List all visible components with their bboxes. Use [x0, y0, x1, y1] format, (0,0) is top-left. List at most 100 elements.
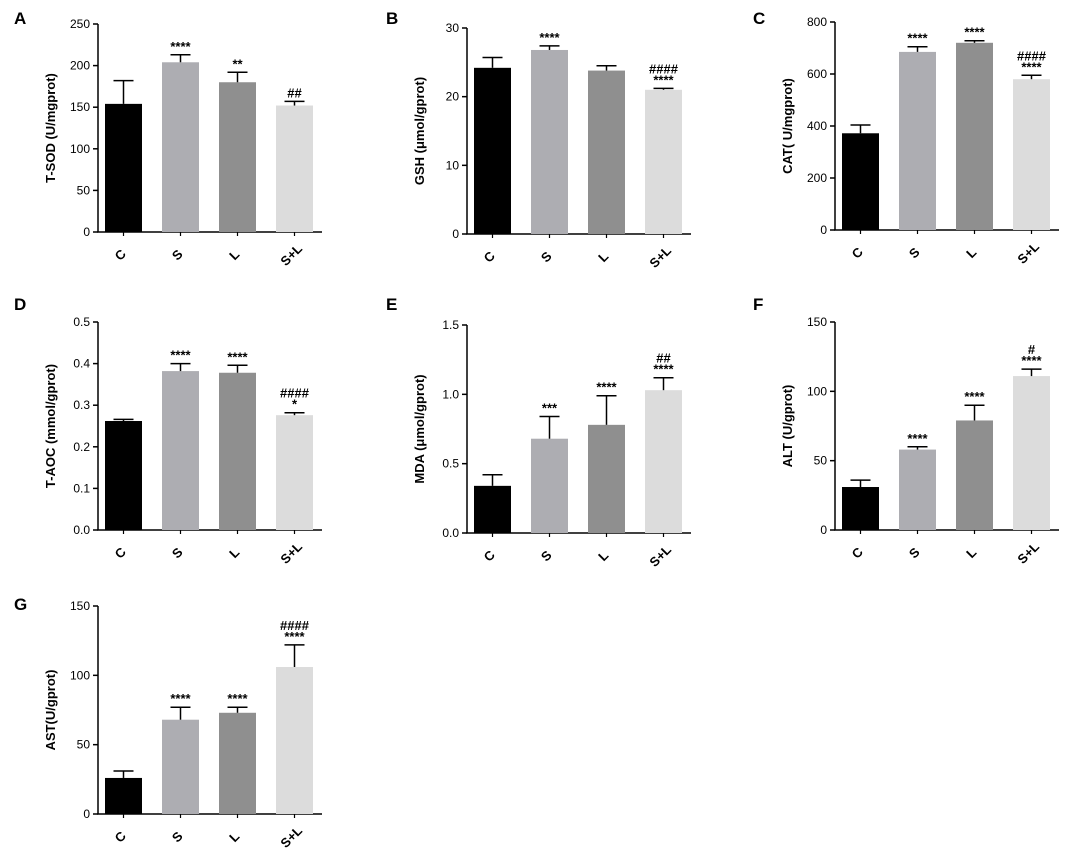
panel-b-bar-l — [588, 70, 625, 234]
panel-g-bar-s — [162, 719, 199, 814]
panel-f-annotation-s-plus-l: **** — [1021, 353, 1042, 368]
panel-b-ytick-label: 20 — [446, 90, 460, 104]
panel-a-ytick-label: 100 — [70, 142, 90, 156]
panel-e-y-axis-title: MDA (μmol/gprot) — [412, 374, 427, 483]
panel-c-ytick-label: 800 — [807, 15, 827, 29]
panel-b-ytick-label: 0 — [452, 227, 459, 241]
panel-c-ytick-label: 400 — [807, 119, 827, 133]
panel-a-category-label-l: L — [226, 247, 242, 263]
panel-g-ytick-label: 0 — [83, 807, 90, 821]
panel-f-category-label-l: L — [963, 545, 979, 561]
panel-a-ytick-label: 200 — [70, 59, 90, 73]
panel-f-annotation-s: **** — [907, 431, 928, 446]
panel-g-ytick-label: 150 — [70, 599, 90, 613]
panel-g-bar-s-plus-l — [276, 667, 313, 814]
panel-e-bar-c — [474, 485, 511, 533]
panel-d-bar-c — [105, 421, 142, 530]
panel-e-category-label-l: L — [595, 548, 611, 564]
panel-g-category-label-s-plus-l: S+L — [277, 823, 305, 851]
panel-c-category-label-s: S — [906, 244, 923, 261]
panel-g-annotation-l: **** — [227, 691, 248, 706]
panel-f-bar-s — [899, 449, 936, 530]
panel-d-y-axis-title: T-AOC (mmol/gprot) — [43, 364, 58, 488]
panel-d-category-label-s: S — [169, 544, 186, 561]
panel-b-ytick-label: 30 — [446, 21, 460, 35]
panel-e-letter: E — [386, 295, 397, 314]
panel-d-ytick-label: 0.0 — [73, 523, 90, 537]
panel-d-ytick-label: 0.3 — [73, 398, 90, 412]
panel-f-category-label-s: S — [906, 544, 923, 561]
panel-b-category-label-c: C — [481, 248, 499, 266]
panel-b-ytick-label: 10 — [446, 158, 460, 172]
panel-a-annotation-s-plus-l: ## — [287, 85, 302, 100]
panel-c-bar-s-plus-l — [1013, 79, 1050, 230]
panel-c-category-label-c: C — [849, 244, 867, 262]
panel-d-annotation-s: **** — [170, 348, 191, 363]
panel-f-bar-l — [956, 420, 993, 530]
panel-b-category-label-s-plus-l: S+L — [646, 243, 674, 271]
panel-b-category-label-l: L — [595, 249, 611, 265]
panel-g-annotation-s: **** — [170, 691, 191, 706]
panel-e-ytick-label: 0.0 — [442, 526, 459, 540]
panel-b-bar-c — [474, 67, 511, 235]
panel-g-category-label-c: C — [112, 828, 130, 846]
panel-d-bar-s-plus-l — [276, 415, 313, 530]
panel-c-category-label-l: L — [963, 245, 979, 261]
panel-e-bar-s-plus-l — [645, 390, 682, 533]
panel-f-ytick-label: 50 — [814, 454, 828, 468]
panel-b-letter: B — [386, 9, 398, 28]
panel-f-ytick-label: 150 — [807, 315, 827, 329]
panel-c-bar-c — [842, 133, 879, 230]
panel-f-annotation-l: **** — [964, 389, 985, 404]
panel-e-annotation-l: **** — [596, 380, 617, 395]
panel-f-bar-s-plus-l — [1013, 376, 1050, 530]
panel-a-ytick-label: 50 — [77, 183, 91, 197]
panel-e-ytick-label: 1.5 — [442, 318, 459, 332]
panel-d-category-label-c: C — [112, 544, 130, 562]
panel-g-annotation-s-plus-l: **** — [284, 629, 305, 644]
panel-c-letter: C — [753, 9, 765, 28]
panel-e-ytick-label: 1.0 — [442, 387, 459, 401]
panel-c-annotation-s-plus-l: #### — [1017, 48, 1047, 63]
panel-c-annotation-s-plus-l: **** — [1021, 59, 1042, 74]
panel-f-annotation-s-plus-l: # — [1028, 342, 1036, 357]
panel-d-letter: D — [14, 295, 26, 314]
panel-e-category-label-c: C — [481, 547, 499, 565]
panel-g-annotation-s-plus-l: #### — [280, 618, 310, 633]
panel-a-bar-s-plus-l — [276, 105, 313, 232]
panel-b-annotation-s-plus-l: **** — [653, 72, 674, 87]
panel-b-annotation-s-plus-l: #### — [649, 61, 679, 76]
panel-a-letter: A — [14, 9, 26, 28]
panel-g-bar-c — [105, 777, 142, 814]
panel-f-ytick-label: 0 — [820, 523, 827, 537]
panel-d-category-label-s-plus-l: S+L — [277, 539, 305, 567]
panel-g-bar-l — [219, 712, 256, 814]
panel-b-annotation-s: **** — [539, 30, 560, 45]
panel-d-bar-s — [162, 371, 199, 530]
panel-g-letter: G — [14, 595, 27, 614]
panel-b-bar-s-plus-l — [645, 89, 682, 234]
panel-a-ytick-label: 150 — [70, 100, 90, 114]
panel-g-y-axis-title: AST(U/gprot) — [43, 670, 58, 751]
panel-c-ytick-label: 0 — [820, 223, 827, 237]
panel-a-ytick-label: 0 — [83, 225, 90, 239]
panel-d-ytick-label: 0.1 — [73, 481, 90, 495]
panel-a-category-label-s: S — [169, 246, 186, 263]
panel-c-y-axis-title: CAT( U/mgprot) — [780, 78, 795, 174]
panel-c-ytick-label: 600 — [807, 67, 827, 81]
panel-a-category-label-c: C — [112, 246, 130, 264]
panel-d-bar-l — [219, 372, 256, 530]
panel-c-ytick-label: 200 — [807, 171, 827, 185]
panel-d-ytick-label: 0.4 — [73, 357, 90, 371]
panel-b-bar-s — [531, 49, 568, 235]
panel-a-category-label-s-plus-l: S+L — [277, 241, 305, 269]
panel-d-annotation-l: **** — [227, 349, 248, 364]
panel-g-ytick-label: 100 — [70, 668, 90, 682]
panel-e-category-label-s-plus-l: S+L — [646, 542, 674, 570]
panel-c-annotation-s: **** — [907, 31, 928, 46]
panel-d-annotation-s-plus-l: * — [292, 397, 298, 412]
panel-b-y-axis-title: GSH (μmol/gprot) — [412, 77, 427, 185]
panel-a-y-axis-title: T-SOD (U/mgprot) — [43, 73, 58, 183]
panel-d-ytick-label: 0.5 — [73, 315, 90, 329]
